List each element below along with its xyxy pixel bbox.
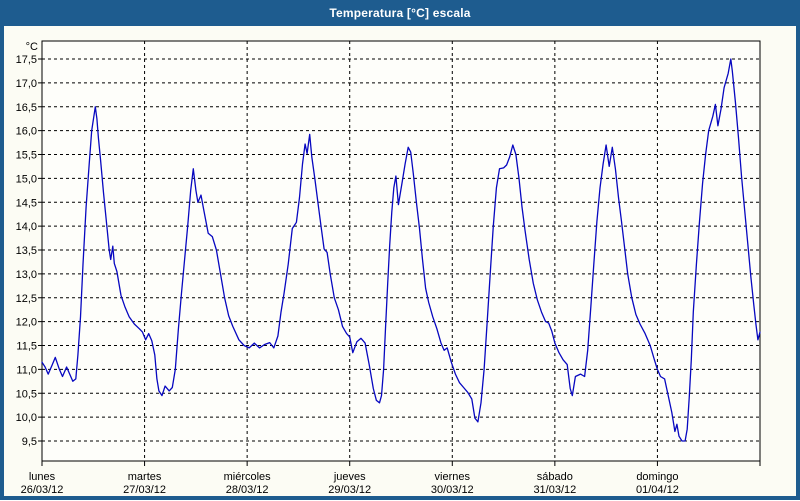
y-tick-label: 14,5 <box>16 197 37 209</box>
y-tick-label: 14,0 <box>16 221 37 233</box>
window-title: Temperatura [°C] escala <box>329 6 471 20</box>
y-tick-label: 15,5 <box>16 150 37 162</box>
x-day-label: jueves <box>333 471 366 483</box>
y-tick-label: 15,0 <box>16 173 37 185</box>
y-tick-label: 17,0 <box>16 78 37 90</box>
y-tick-label: 13,0 <box>16 269 37 281</box>
x-date-label: 29/03/12 <box>328 484 371 496</box>
x-date-label: 28/03/12 <box>226 484 269 496</box>
x-day-label: domingo <box>636 471 678 483</box>
x-day-label: martes <box>128 471 162 483</box>
y-tick-label: 10,0 <box>16 412 37 424</box>
y-tick-label: 12,5 <box>16 293 37 305</box>
x-date-label: 01/04/12 <box>636 484 679 496</box>
x-date-label: 31/03/12 <box>533 484 576 496</box>
plot-background <box>42 41 760 461</box>
plot-border <box>41 40 761 462</box>
x-day-label: viernes <box>435 471 471 483</box>
x-date-label: 26/03/12 <box>21 484 64 496</box>
x-day-label: sábado <box>537 471 573 483</box>
y-tick-label: 11,5 <box>16 341 37 353</box>
y-tick-label: 16,0 <box>16 126 37 138</box>
temperature-chart: 17,5 17,0 16,5 16,0 15,5 15,0 14,5 14,0 13,5 13,0… <box>16 40 761 496</box>
x-day-label: miércoles <box>224 471 272 483</box>
x-date-label: 27/03/12 <box>123 484 166 496</box>
y-tick-label: 9,5 <box>22 436 37 448</box>
title-bar[interactable]: Temperatura [°C] escala <box>0 0 800 26</box>
x-date-label: 30/03/12 <box>431 484 474 496</box>
x-day-label: lunes <box>29 471 56 483</box>
y-tick-label: 11,0 <box>16 364 37 376</box>
y-tick-label: 17,5 <box>16 54 37 66</box>
temperature-line <box>41 58 761 442</box>
y-tick-label: 12,0 <box>16 317 37 329</box>
chart-panel: 17,5 17,0 16,5 16,0 15,5 15,0 14,5 14,0 13,5 13,0… <box>4 26 796 496</box>
y-axis-unit-label: °C <box>26 41 38 53</box>
y-tick-label: 13,5 <box>16 245 37 257</box>
y-tick-label: 10,5 <box>16 388 37 400</box>
y-tick-label: 16,5 <box>16 102 37 114</box>
